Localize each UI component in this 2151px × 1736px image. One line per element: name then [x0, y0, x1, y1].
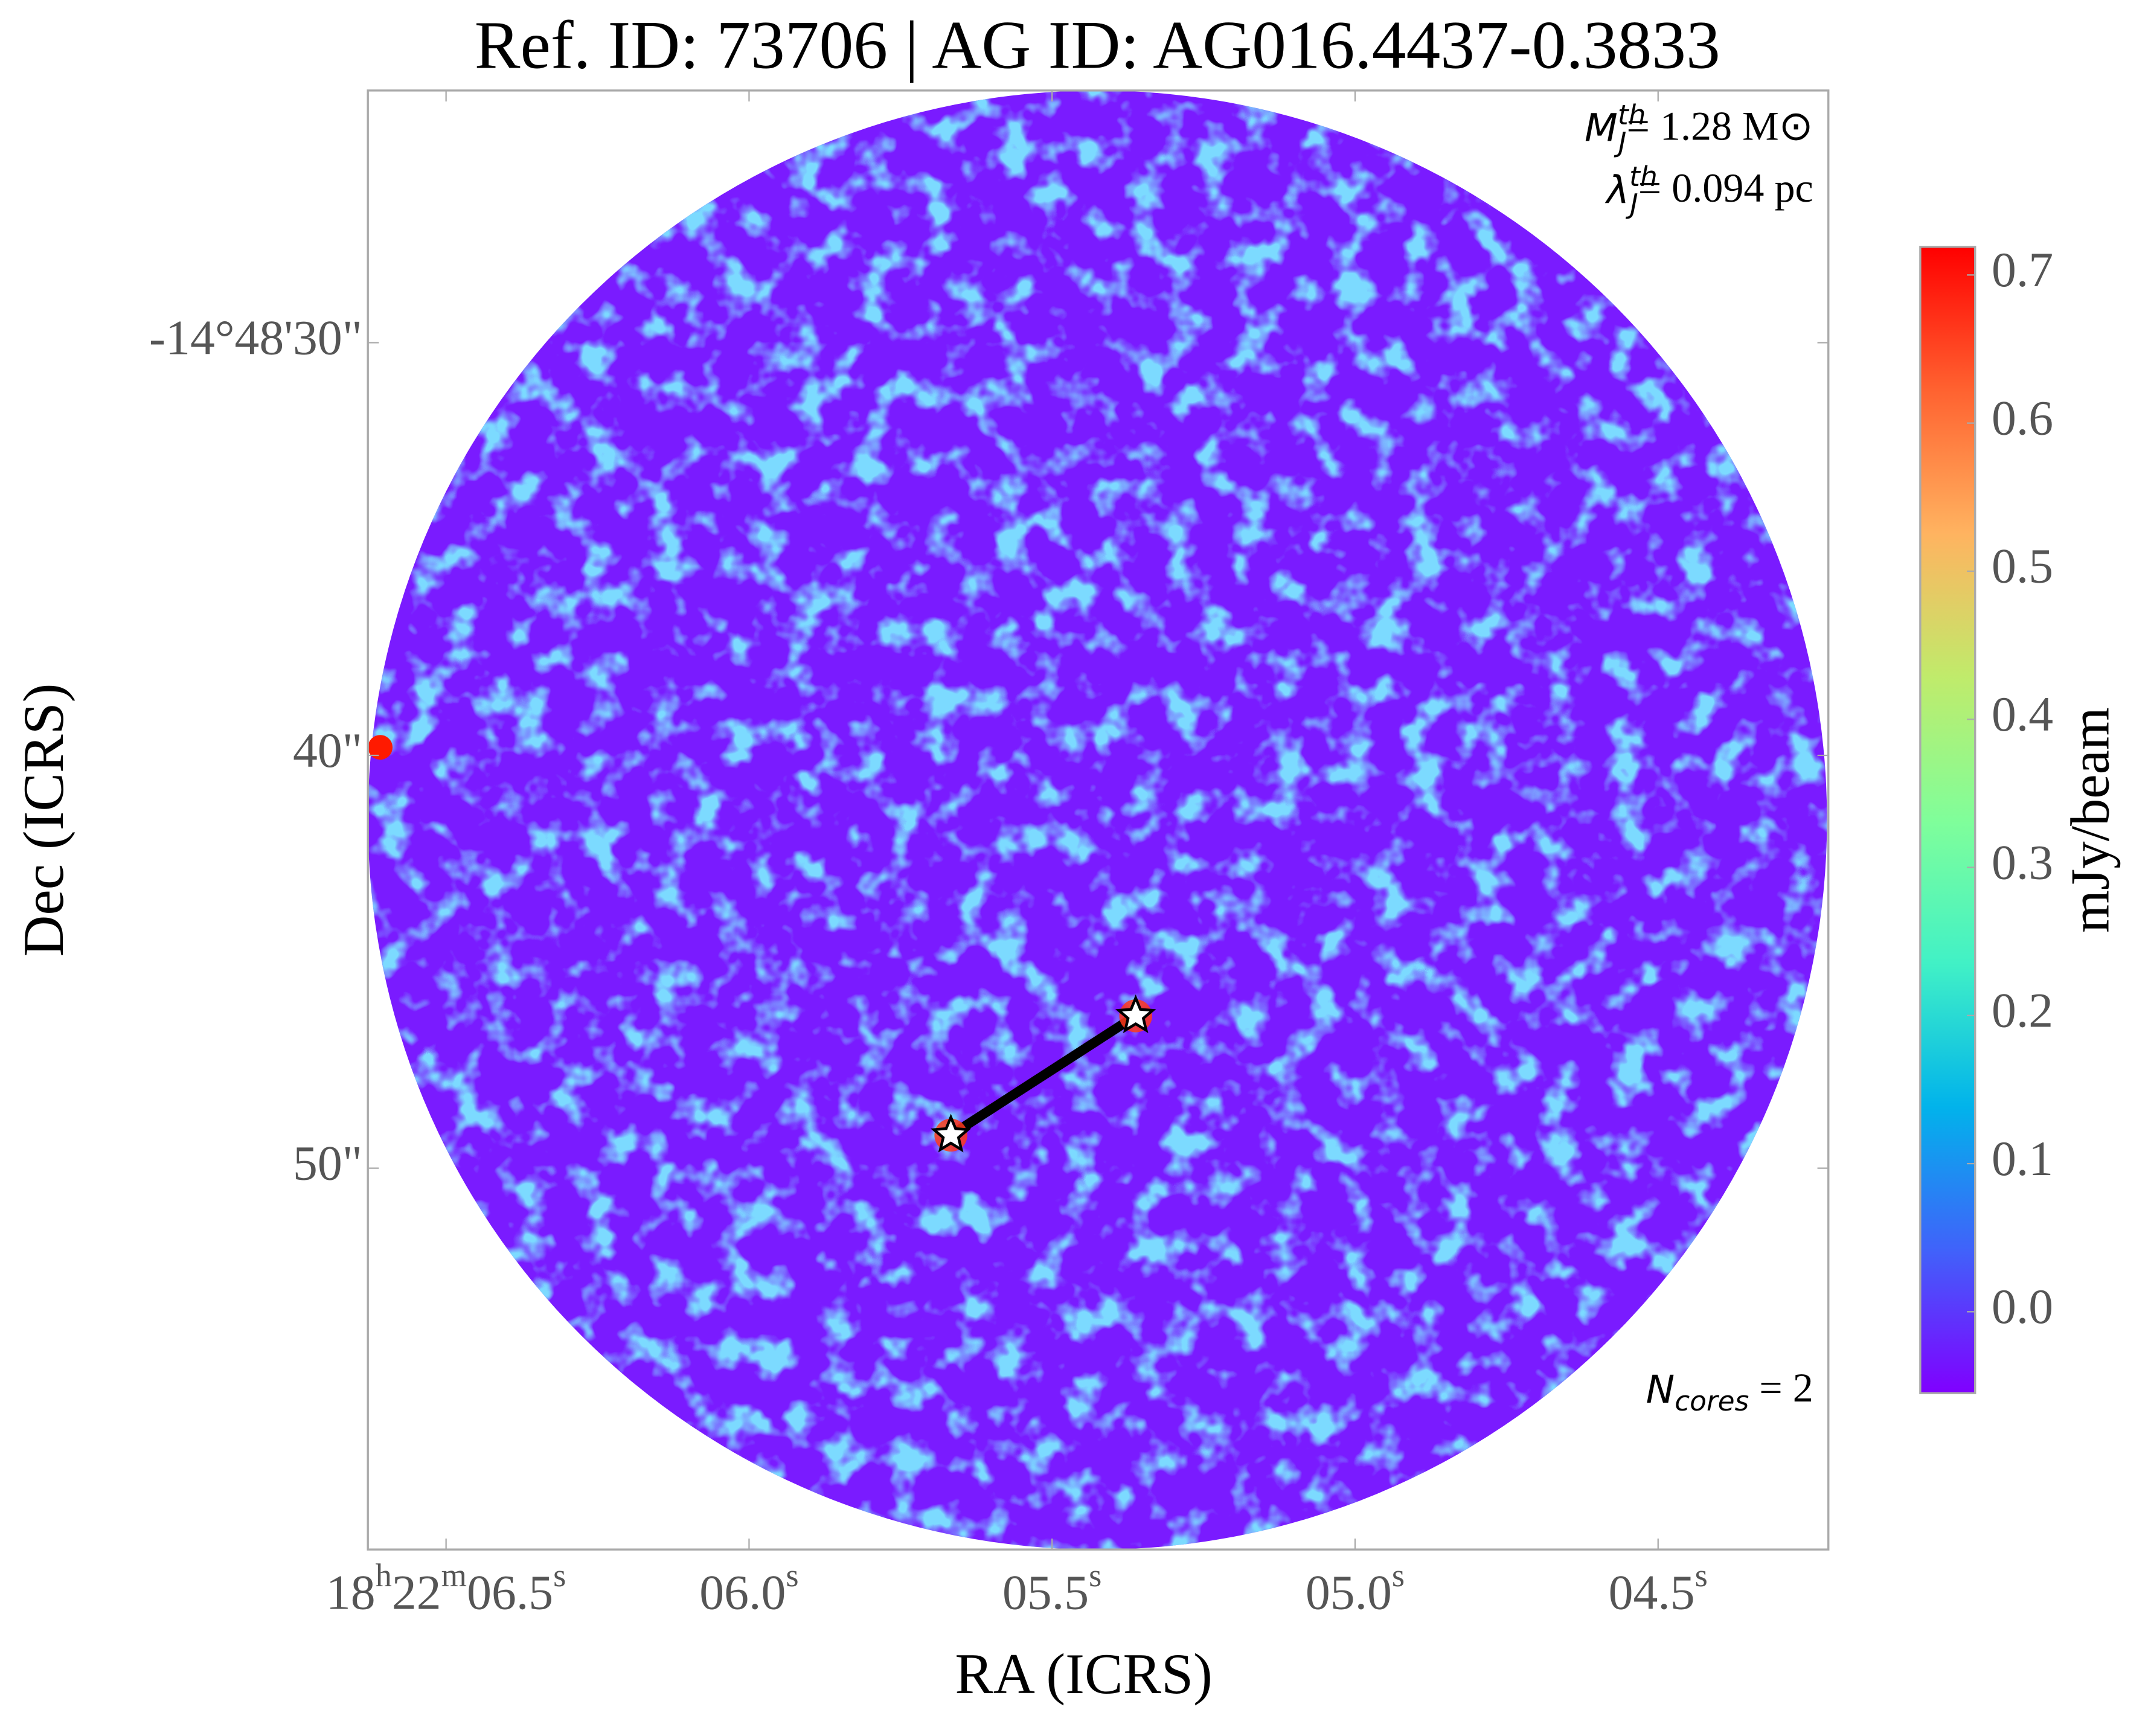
annotation: Mth J= 1.28 M⊙	[1585, 99, 1813, 158]
colorbar-tick-label: 0.0	[1992, 1279, 2053, 1334]
annotation-text: = 0.094 pc	[1638, 165, 1813, 211]
x-tick-label: 06.0s	[699, 1556, 798, 1619]
x-tick-label: 04.5s	[1609, 1556, 1708, 1619]
annotation-text: = 1.28 M⊙	[1626, 103, 1813, 149]
y-tick-label: 50"	[293, 1135, 362, 1190]
map-emission	[368, 90, 1827, 1550]
annotation-text: = 2	[1749, 1365, 1813, 1411]
x-tick-label: 05.0s	[1306, 1556, 1405, 1619]
colorbar-tick-label: 0.1	[1992, 1131, 2053, 1186]
colorbar-tick-label: 0.5	[1992, 539, 2053, 594]
x-tick-label: 05.5s	[1002, 1556, 1101, 1619]
colorbar-tick-label: 0.6	[1992, 390, 2053, 445]
annotation-symbol: λ	[1605, 167, 1630, 212]
plot-frame	[367, 89, 1830, 1551]
annotation-symbol: N	[1646, 1367, 1675, 1412]
core-marker	[1115, 994, 1156, 1034]
x-axis-label: RA (ICRS)	[955, 1642, 1213, 1706]
chart-title: Ref. ID: 73706 | AG ID: AG016.4437-0.383…	[475, 7, 1720, 83]
y-axis-label: Dec (ICRS)	[11, 684, 75, 957]
colorbar-label: mJy/beam	[2059, 707, 2120, 932]
core-link	[948, 1011, 1138, 1139]
y-tick-label: 40"	[293, 723, 362, 778]
annotation: Ncores = 2	[1646, 1365, 1813, 1417]
annotation-symbol: M	[1585, 105, 1618, 150]
annotation: λth J= 0.094 pc	[1605, 161, 1813, 220]
colorbar-tick-label: 0.2	[1992, 983, 2053, 1038]
y-tick-label: -14°48'30"	[149, 310, 362, 365]
annotation-sub: cores	[1675, 1385, 1749, 1417]
colorbar-tick-label: 0.7	[1992, 242, 2053, 297]
colorbar	[1919, 246, 1976, 1394]
x-tick-label: 18h22m06.5s	[326, 1556, 566, 1619]
core-marker	[930, 1113, 972, 1153]
annotation-sup: th	[1618, 99, 1646, 131]
colorbar-tick-label: 0.3	[1992, 834, 2053, 889]
colorbar-tick-label: 0.4	[1992, 687, 2053, 741]
edge-source	[368, 735, 393, 760]
annotation-sup: th	[1629, 161, 1658, 193]
